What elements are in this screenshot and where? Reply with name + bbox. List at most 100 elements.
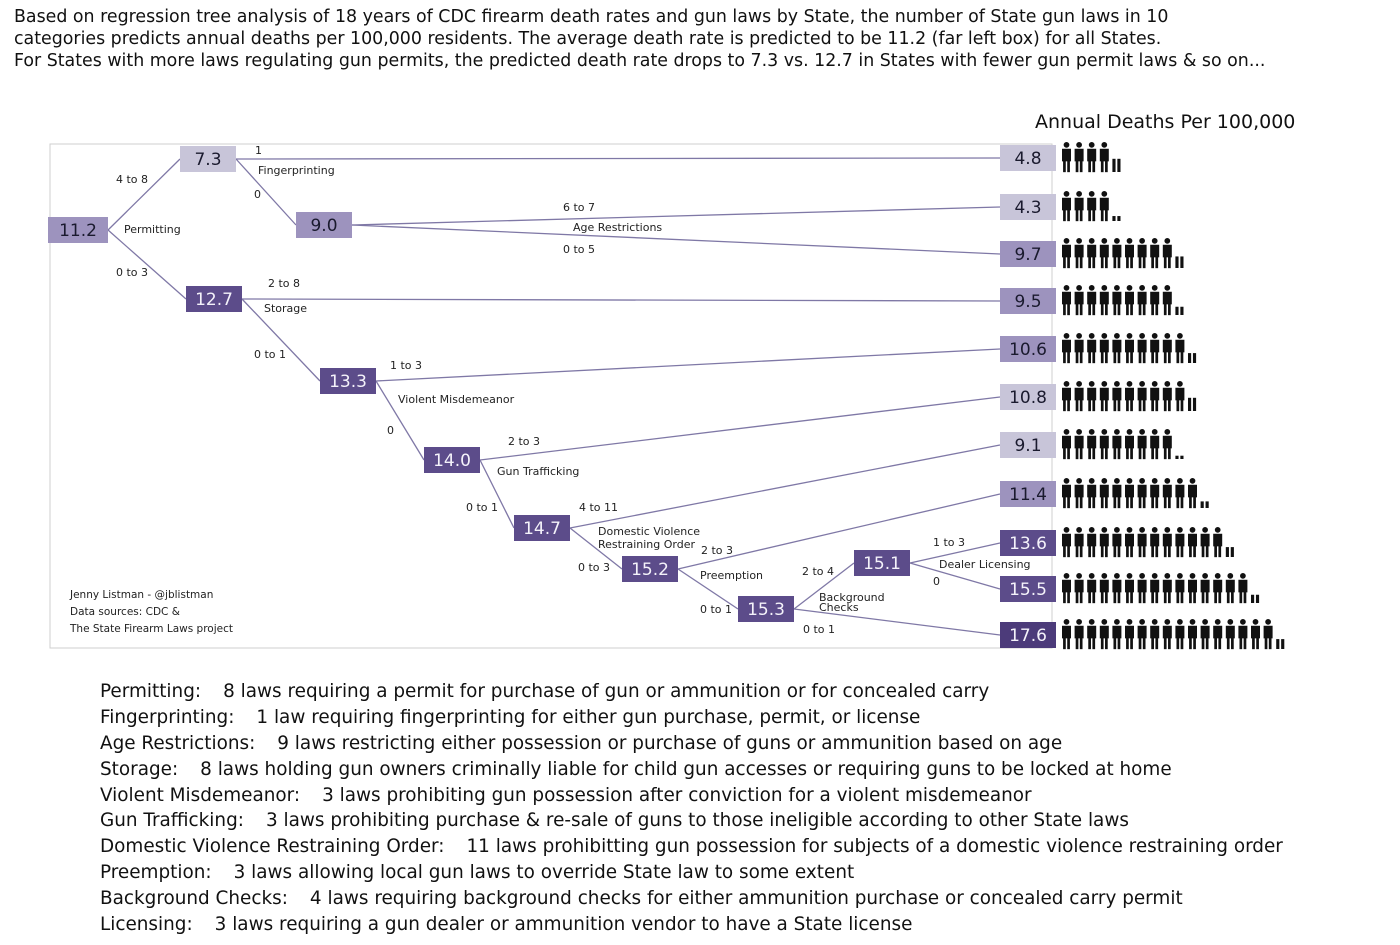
death-icon-row [1062,619,1285,650]
person-torso [1150,339,1160,353]
tree-node: 11.2 [48,217,108,243]
person-torso [1112,339,1122,353]
tree-node-value: 7.3 [194,150,221,170]
person-head [1114,527,1120,533]
person-leg [1180,545,1184,558]
person-torso [1112,625,1122,639]
partial-person [1112,158,1116,172]
partial-person [1180,256,1184,268]
person-torso [1062,291,1071,305]
person-torso [1062,579,1071,593]
person-leg [1193,637,1196,650]
person-torso [1213,625,1223,639]
credit-line-3: The State Firearm Laws project [69,623,233,635]
person-leg [1126,447,1129,460]
person-head [1177,573,1183,579]
person-leg [1088,209,1091,222]
person-torso [1074,533,1084,547]
legend-term: Violent Misdemeanor: [100,784,301,806]
leaf-value: 4.8 [1014,149,1041,169]
person-leg [1252,637,1255,650]
split-label: Restraining Order [598,538,695,551]
leaf-box [1000,530,1056,556]
person-leg [1142,637,1146,650]
person-torso [1099,533,1109,547]
person-leg [1142,447,1146,460]
leaf-value: 10.6 [1009,340,1047,360]
person-head [1164,527,1171,533]
person-leg [1163,303,1167,316]
person-leg [1205,545,1209,558]
person-torso [1213,533,1223,547]
person-leg [1256,637,1259,650]
person-torso [1062,148,1071,162]
person-head [1063,619,1070,625]
person-torso [1263,625,1273,639]
person-leg [1201,591,1205,604]
person-leg [1151,637,1154,650]
leaf-value: 9.1 [1014,436,1041,456]
person-leg [1201,637,1205,650]
person-leg [1113,351,1117,364]
person-head [1126,381,1133,387]
death-icon-row [1062,285,1184,316]
person-leg [1130,256,1133,269]
person-leg [1138,496,1142,509]
person-leg [1205,637,1209,650]
person-leg [1176,637,1180,650]
person-head [1101,381,1108,387]
partial-person [1180,455,1184,459]
person-torso [1175,579,1185,593]
person-leg [1067,303,1070,316]
person-leg [1130,399,1133,412]
tree-edge [569,527,623,570]
person-leg [1126,303,1129,316]
person-leg [1105,209,1108,222]
person-head [1101,527,1108,533]
split-label: Checks [819,601,859,614]
person-leg [1113,447,1117,460]
person-head [1151,478,1158,484]
split-label: Age Restrictions [573,221,662,234]
legend-description: 3 laws requiring a gun dealer or ammunit… [214,914,913,936]
person-leg [1193,545,1196,558]
person-head [1240,573,1246,579]
person-head [1076,285,1082,291]
legend-row: Permitting: 8 laws requiring a permit for… [100,679,1283,705]
person-torso [1062,533,1071,547]
person-leg [1126,637,1129,650]
leaf-node: 15.5 [1000,576,1056,602]
person-leg [1151,496,1154,509]
person-torso [1099,244,1109,258]
tree-edge [375,348,1001,382]
person-leg [1138,256,1142,269]
person-torso [1062,387,1071,401]
person-torso [1188,625,1197,639]
person-head [1126,478,1133,484]
person-leg [1092,447,1096,460]
person-head [1151,238,1158,244]
leaf-value: 4.3 [1014,198,1041,218]
person-leg [1067,496,1070,509]
person-leg [1176,545,1180,558]
person-torso [1125,484,1134,498]
legend-row: Gun Trafficking: 3 laws prohibiting purch… [100,808,1283,834]
person-leg [1168,303,1171,316]
person-head [1076,478,1082,484]
person-torso [1074,148,1084,162]
leaf-node: 9.1 [1000,432,1056,458]
person-torso [1112,533,1122,547]
person-leg [1176,351,1180,364]
person-torso [1162,484,1172,498]
tree-node-box [738,596,794,622]
tree-node: 15.1 [854,550,910,576]
person-leg [1063,447,1066,460]
person-torso [1175,339,1185,353]
person-leg [1113,545,1117,558]
person-leg [1168,496,1171,509]
person-torso [1125,291,1134,305]
leaf-node: 17.6 [1000,622,1056,648]
person-head [1126,573,1133,579]
tree-node: 14.0 [424,447,480,473]
tree-edge [375,380,425,461]
